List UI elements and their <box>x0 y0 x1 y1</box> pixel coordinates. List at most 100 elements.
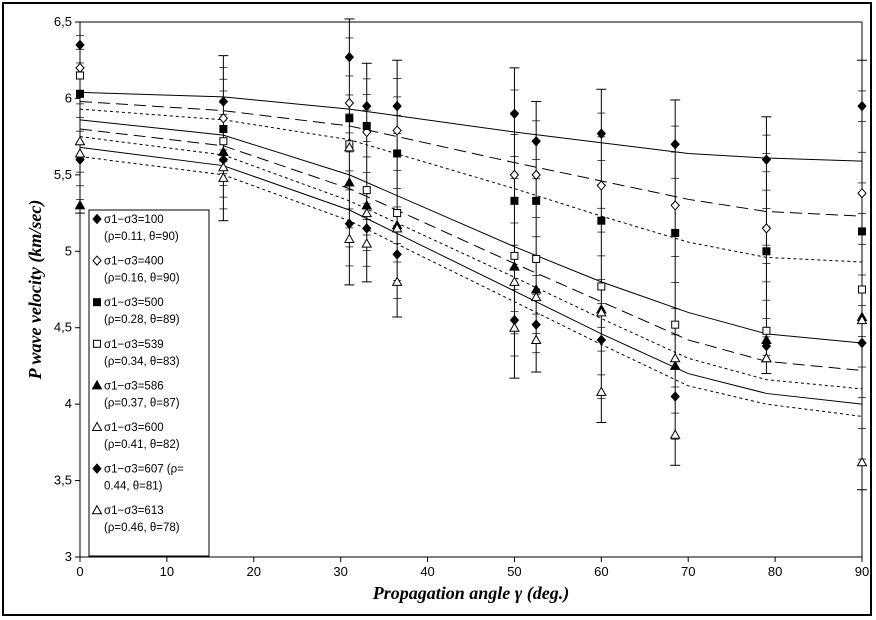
data-point <box>92 255 102 266</box>
data-point <box>509 276 520 286</box>
data-point <box>218 172 229 182</box>
data-point <box>509 322 520 332</box>
legend-entry-sublabel: (ρ=0.34, θ=83) <box>104 356 180 368</box>
data-point <box>219 137 228 146</box>
data-point <box>91 504 103 515</box>
legend-entry-sublabel: (ρ=0.28, θ=89) <box>104 314 180 326</box>
legend-entry-sublabel: (ρ=0.46, θ=78) <box>104 522 180 534</box>
series-fit-line <box>79 128 863 372</box>
legend-entry-label: σ1−σ3=500 <box>104 297 164 309</box>
data-point <box>857 100 867 112</box>
data-point <box>669 360 681 370</box>
data-point <box>595 306 607 317</box>
x-tick-label: 30 <box>333 564 347 579</box>
data-point <box>670 139 680 150</box>
legend-entry-sublabel: 0.44, θ=81) <box>104 481 163 493</box>
data-point <box>532 254 541 263</box>
legend-entry-sublabel: (ρ=0.16, θ=90) <box>104 273 180 285</box>
data-point <box>344 176 355 187</box>
x-tick-label: 60 <box>594 564 608 579</box>
data-point <box>75 62 85 74</box>
series-fit-line <box>79 156 863 417</box>
x-tick-label: 70 <box>681 564 695 579</box>
data-point <box>858 227 866 236</box>
y-tick-label: 3 <box>65 549 72 564</box>
data-point <box>92 213 102 225</box>
data-point <box>218 161 229 172</box>
legend-entry-label: σ1−σ3=400 <box>104 256 164 268</box>
y-tick-label: 5 <box>65 243 72 258</box>
y-tick-label: 4 <box>65 396 72 411</box>
data-point <box>218 113 229 124</box>
data-point <box>344 97 355 109</box>
data-point <box>596 334 607 346</box>
data-point <box>509 261 520 271</box>
series-fit-line <box>79 91 863 162</box>
data-point <box>344 51 355 63</box>
y-tick-label: 5,5 <box>54 167 72 182</box>
data-point <box>857 187 867 199</box>
y-tick-label: 3,5 <box>54 473 72 488</box>
data-point <box>393 149 402 158</box>
data-point <box>74 147 86 158</box>
data-point <box>93 339 101 348</box>
data-point <box>532 196 541 205</box>
series-fit-line <box>79 146 863 405</box>
data-point <box>76 89 84 98</box>
data-point <box>76 71 84 80</box>
data-point <box>531 135 541 147</box>
data-point <box>91 421 103 431</box>
x-tick-label: 80 <box>768 564 782 579</box>
data-point <box>761 223 772 234</box>
data-point <box>362 223 372 234</box>
data-point <box>761 352 772 363</box>
x-tick-label: 40 <box>420 564 434 579</box>
data-point <box>669 429 681 439</box>
series-fit-line <box>79 100 863 217</box>
data-point <box>218 146 229 156</box>
x-tick-label: 50 <box>507 564 521 579</box>
data-point <box>531 319 541 330</box>
legend-entry-sublabel: (ρ=0.41, θ=82) <box>104 439 180 451</box>
data-point <box>393 209 402 218</box>
x-tick-label: 10 <box>160 564 174 579</box>
data-point <box>856 456 868 467</box>
data-point <box>858 285 866 294</box>
legend-entry-label: σ1−σ3=586 <box>104 380 164 392</box>
data-point <box>392 249 402 260</box>
data-point <box>218 154 229 165</box>
data-point <box>391 222 403 233</box>
data-point <box>74 135 86 146</box>
data-point <box>669 352 681 363</box>
data-point <box>531 169 541 181</box>
series-fit-line <box>79 108 863 263</box>
data-point <box>762 326 771 335</box>
data-point <box>391 276 403 286</box>
y-axis-title: P wave velocity (km/sec) <box>25 200 46 381</box>
x-tick-label: 90 <box>855 564 869 579</box>
data-point <box>93 298 101 307</box>
data-point <box>595 386 607 396</box>
data-point <box>510 196 519 205</box>
data-point <box>362 121 371 130</box>
data-point <box>361 238 373 248</box>
data-point <box>857 337 867 349</box>
data-point <box>362 186 371 195</box>
data-point <box>218 96 229 107</box>
series-fit-line <box>79 119 863 344</box>
x-tick-label: 20 <box>247 564 261 579</box>
data-point <box>597 282 606 291</box>
legend-entry-label: σ1−σ3=100 <box>104 214 164 226</box>
data-point <box>671 320 680 329</box>
data-point <box>670 391 680 402</box>
x-axis-title: Propagation angle γ (deg.) <box>372 583 569 604</box>
data-point <box>509 108 520 119</box>
legend-entry-sublabel: (ρ=0.37, θ=87) <box>104 397 180 409</box>
data-point <box>361 207 373 218</box>
legend-entry-label: σ1−σ3=539 <box>104 339 164 351</box>
data-point <box>392 100 402 112</box>
legend-entry-label: σ1−σ3=600 <box>104 422 164 434</box>
data-point <box>344 233 355 244</box>
